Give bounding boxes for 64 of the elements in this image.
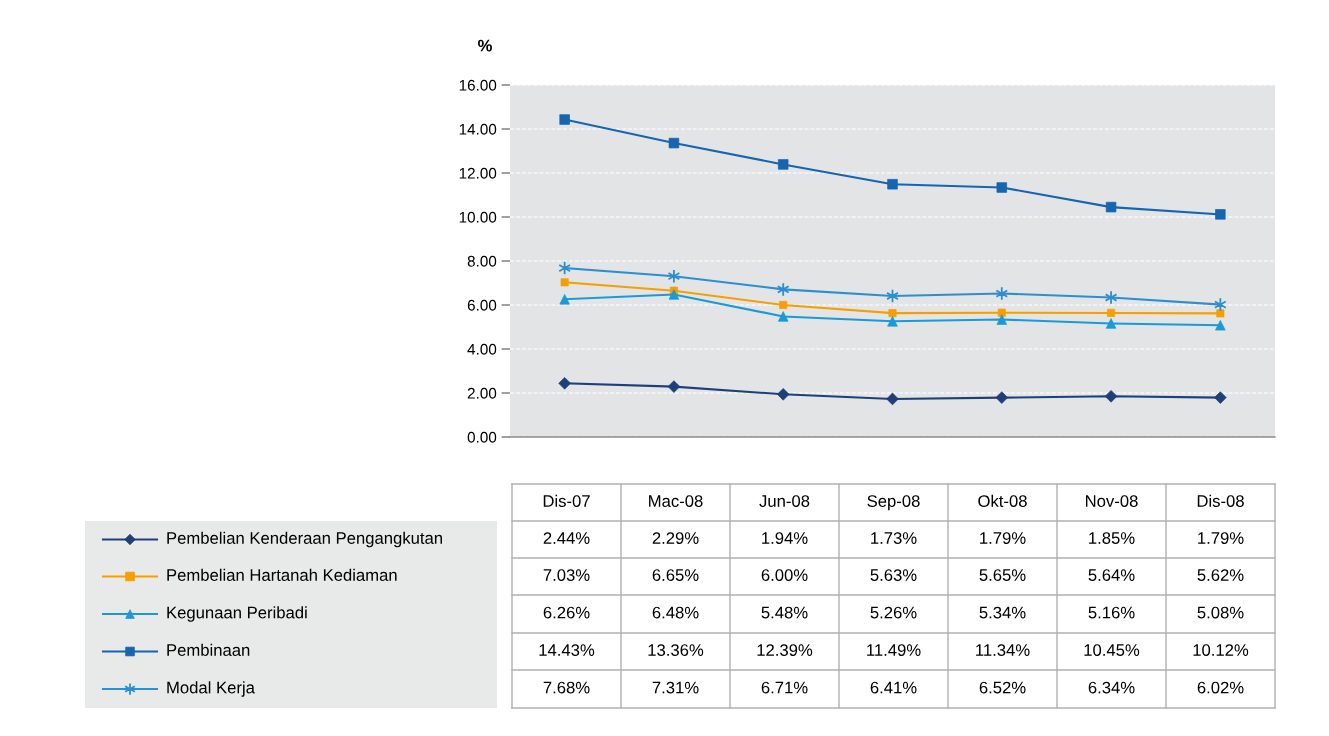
data-label: 7.03%: [543, 569, 590, 581]
point: [1105, 201, 1117, 213]
data-label: 6.02%: [1197, 681, 1244, 694]
y-tick-label: 2.00: [467, 387, 497, 399]
data-label: 6.71%: [761, 681, 808, 694]
data-label: 6.48%: [652, 606, 699, 619]
data-label: 11.49%: [867, 644, 921, 656]
data-label: 5.26%: [870, 606, 917, 619]
data-label: 7.31%: [652, 681, 699, 694]
y-tick-label: 14.00: [459, 123, 497, 135]
y-tick-label: 10.00: [459, 211, 497, 223]
x-tick-label: Sep-08: [867, 495, 920, 511]
data-label: 1.79%: [980, 532, 1026, 544]
legend-label: Modal Kerja: [167, 681, 255, 697]
data-label: 1.85%: [1089, 532, 1135, 544]
y-tick-label: 0.00: [467, 431, 497, 443]
point: [1215, 209, 1226, 220]
x-tick-label: Dis-07: [543, 494, 590, 507]
y-tick-label: 12.00: [459, 167, 497, 179]
data-label: 14.43%: [539, 644, 595, 656]
data-label: 12.39%: [757, 644, 813, 656]
data-label: 10.12%: [1193, 644, 1249, 656]
legend-label: Pembinaan: [167, 643, 250, 656]
y-tick-label: 16.00: [459, 79, 497, 91]
data-label: 11.34%: [976, 644, 1030, 656]
data-label: 1.79%: [1198, 532, 1244, 544]
data-label: 10.45%: [1084, 644, 1140, 656]
x-tick-label: Nov-08: [1086, 495, 1138, 507]
y-tick-label: 6.00: [467, 299, 497, 311]
data-label: 6.00%: [761, 569, 808, 581]
legend-label: Pembelian Kenderaan Pengangkutan: [167, 531, 442, 548]
legend-label: Kegunaan Peribadi: [167, 606, 307, 622]
data-label: 5.62%: [1197, 569, 1244, 581]
data-label: 6.52%: [979, 681, 1026, 694]
legend-label: Pembelian Hartanah Kediaman: [167, 568, 397, 581]
x-tick-label: Dis-08: [1197, 494, 1244, 507]
data-label: 6.34%: [1088, 681, 1135, 694]
data-label: 2.44%: [543, 532, 590, 544]
data-label: 13.36%: [648, 644, 704, 656]
point: [667, 269, 681, 284]
x-tick-label: Jun-08: [759, 495, 810, 507]
point: [776, 282, 790, 297]
data-label: 5.08%: [1197, 606, 1244, 619]
data-label: 6.41%: [870, 681, 917, 694]
data-label: 5.63%: [870, 569, 917, 581]
data-label: 7.68%: [543, 681, 590, 694]
data-label: 5.16%: [1088, 606, 1135, 619]
point: [1214, 297, 1227, 312]
data-label: 5.48%: [761, 606, 808, 619]
y-tick-label: 4.00: [467, 343, 497, 355]
data-label: 1.73%: [871, 532, 917, 544]
point: [1104, 290, 1118, 305]
data-label: 6.65%: [652, 569, 699, 581]
data-label: 5.65%: [979, 569, 1026, 581]
y-tick-label: 8.00: [467, 255, 497, 267]
data-label: 1.94%: [762, 532, 808, 544]
data-label: 5.64%: [1088, 569, 1135, 581]
x-tick-label: Okt-08: [978, 494, 1027, 507]
data-label: 6.26%: [543, 606, 590, 619]
point: [1107, 308, 1116, 317]
data-label: 5.34%: [979, 606, 1026, 619]
x-tick-label: Mac-08: [649, 495, 703, 507]
data-label: 2.29%: [652, 532, 699, 544]
y-axis-title: %: [478, 39, 492, 52]
